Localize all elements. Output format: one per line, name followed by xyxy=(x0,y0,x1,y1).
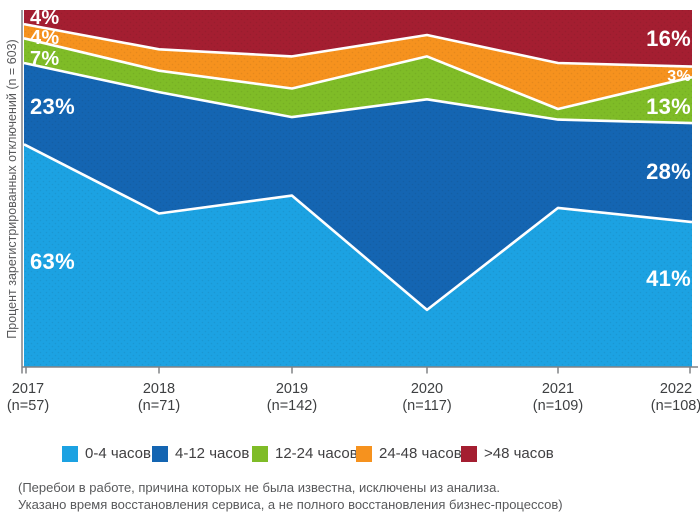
legend-label: 24-48 часов xyxy=(379,445,462,462)
year: 2017 xyxy=(11,381,45,397)
sample-size: (n=108) xyxy=(650,397,700,414)
legend-label: 0-4 часов xyxy=(85,445,151,462)
legend-swatch-4-12h xyxy=(152,445,168,462)
footnote-line-2: Указано время восстановления сервиса, а … xyxy=(18,497,563,512)
x-axis-label-2021: 2021 (n=109) xyxy=(513,381,603,414)
legend-item-over48h: >48 часов xyxy=(461,445,554,462)
sample-size: (n=109) xyxy=(532,397,584,414)
legend-swatch-0-4h xyxy=(62,445,78,462)
band-separator-1 xyxy=(23,143,693,312)
year: 2020 xyxy=(410,381,444,397)
x-axis-label-2022: 2022 (n=108) xyxy=(631,381,700,414)
footnote: (Перебои в работе, причина которых не бы… xyxy=(18,479,563,513)
label-2017-12-24h: 7% xyxy=(30,48,60,70)
legend-swatch-over48h xyxy=(461,445,477,462)
legend-swatch-12-24h xyxy=(252,445,268,462)
legend-item-0-4h: 0-4 часов xyxy=(62,445,151,462)
band-separator-3 xyxy=(23,37,693,111)
stacked-area-chart xyxy=(21,10,698,374)
label-2017-4-12h: 23% xyxy=(30,94,75,119)
label-2022-12-24h: 13% xyxy=(646,94,691,119)
y-axis-label: Процент зарегистрированных отключений (n… xyxy=(5,39,19,339)
label-2022-4-12h: 28% xyxy=(646,159,691,184)
footnote-line-1: (Перебои в работе, причина которых не бы… xyxy=(18,480,500,495)
year: 2021 xyxy=(541,381,575,397)
label-2022-over48h: 16% xyxy=(646,26,691,51)
sample-size: (n=142) xyxy=(266,397,318,414)
sample-size: (n=57) xyxy=(6,397,50,414)
year: 2019 xyxy=(275,381,309,397)
label-2022-24-48h: 3% xyxy=(667,68,691,85)
year: 2018 xyxy=(142,381,176,397)
legend-label: 12-24 часов xyxy=(275,445,358,462)
x-axis-label-2017: 2017 (n=57) xyxy=(0,381,73,414)
legend-item-24-48h: 24-48 часов xyxy=(356,445,462,462)
sample-size: (n=71) xyxy=(137,397,181,414)
sample-size: (n=117) xyxy=(402,397,452,414)
label-2017-24-48h: 4% xyxy=(30,27,60,49)
legend-item-12-24h: 12-24 часов xyxy=(252,445,358,462)
year: 2022 xyxy=(659,381,693,397)
label-2017-0-4h: 63% xyxy=(30,249,75,274)
x-axis-label-2020: 2020 (n=117) xyxy=(382,381,472,414)
label-2022-0-4h: 41% xyxy=(646,266,691,291)
band-separator-2 xyxy=(23,61,693,125)
halftone-texture xyxy=(24,10,692,367)
legend-label: 4-12 часов xyxy=(175,445,250,462)
legend-label: >48 часов xyxy=(484,445,554,462)
band-separator-4 xyxy=(23,22,693,68)
x-axis-label-2018: 2018 (n=71) xyxy=(114,381,204,414)
label-2017-over48h: 4% xyxy=(30,7,60,29)
legend-item-4-12h: 4-12 часов xyxy=(152,445,249,462)
legend-swatch-24-48h xyxy=(356,445,372,462)
x-axis-label-2019: 2019 (n=142) xyxy=(247,381,337,414)
